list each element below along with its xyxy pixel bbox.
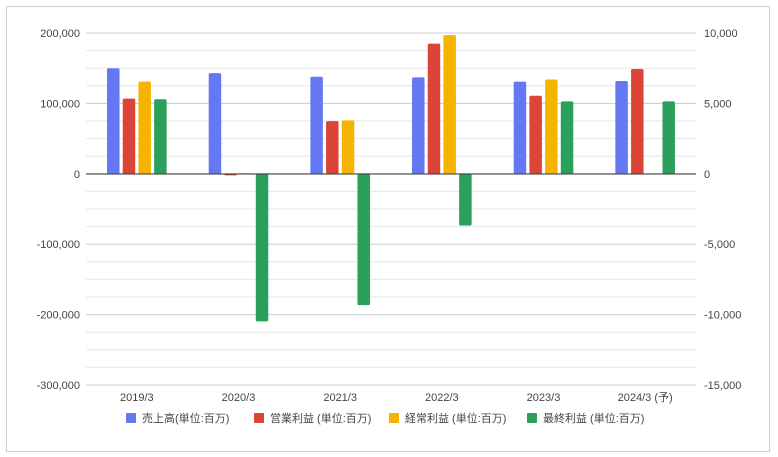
legend-swatch (389, 413, 399, 423)
bar-3-4 (443, 35, 456, 174)
bar-series (107, 35, 675, 322)
left-axis-ticks: 200,000 100,000 0 -100,000 -200,000 -300,000 (37, 28, 80, 392)
bar-1-1 (107, 68, 120, 174)
right-tick-label: -15,000 (704, 380, 741, 392)
bar-2-6 (631, 68, 644, 174)
bar-4-3 (357, 174, 370, 306)
bar-4-4 (459, 174, 472, 226)
bar-4-2 (255, 174, 269, 322)
bar-4-5 (560, 101, 574, 174)
left-tick-label: -200,000 (37, 310, 80, 322)
x-tick-label: 2019/3 (120, 392, 154, 404)
right-tick-label: 10,000 (704, 28, 738, 40)
x-tick-label: 2024/3 (予) (618, 391, 673, 404)
legend-swatch (254, 413, 264, 423)
bar-1-4 (412, 77, 425, 174)
legend-label: 売上高(単位:百万) (142, 411, 229, 425)
bar-1-2 (208, 73, 222, 174)
x-tick-label: 2023/3 (527, 392, 561, 404)
bar-3-3 (341, 120, 355, 174)
grid-lines (86, 32, 696, 386)
x-tick-label: 2022/3 (425, 392, 459, 404)
bar-1-3 (310, 76, 323, 174)
legend-label: 営業利益 (単位:百万) (270, 411, 371, 425)
bar-1-6 (615, 80, 628, 174)
right-tick-label: -10,000 (704, 310, 741, 322)
right-tick-label: 0 (704, 169, 710, 181)
left-tick-label: 200,000 (40, 28, 80, 40)
left-tick-label: -300,000 (37, 380, 80, 392)
left-tick-label: -100,000 (37, 239, 80, 251)
x-tick-label: 2021/3 (323, 392, 357, 404)
legend-label: 最終利益 (単位:百万) (543, 411, 644, 425)
x-tick-label: 2020/3 (222, 392, 256, 404)
bar-2-4 (427, 43, 441, 175)
left-tick-label: 0 (74, 169, 80, 181)
legend: 売上高(単位:百万) 営業利益 (単位:百万) 経常利益 (単位:百万) 最終利益 (… (126, 411, 644, 425)
bar-4-6 (662, 101, 675, 174)
bar-2-5 (529, 95, 542, 174)
bar-2-1 (122, 98, 136, 174)
bar-3-5 (545, 79, 558, 174)
legend-swatch (126, 413, 136, 423)
legend-label: 経常利益 (単位:百万) (405, 411, 506, 425)
x-axis-ticks: 2019/3 2020/3 2021/3 2022/3 2023/3 2024/3 (予) (120, 391, 673, 404)
bar-3-1 (138, 81, 151, 174)
right-axis-ticks: 10,000 5,000 0 -5,000 -10,000 -15,000 (704, 28, 741, 392)
legend-swatch (527, 413, 537, 423)
bar-2-3 (326, 121, 339, 174)
bar-4-1 (154, 99, 167, 174)
right-tick-label: -5,000 (704, 239, 735, 251)
right-tick-label: 5,000 (704, 98, 732, 110)
left-tick-label: 100,000 (40, 98, 80, 110)
bar-1-5 (513, 81, 527, 174)
